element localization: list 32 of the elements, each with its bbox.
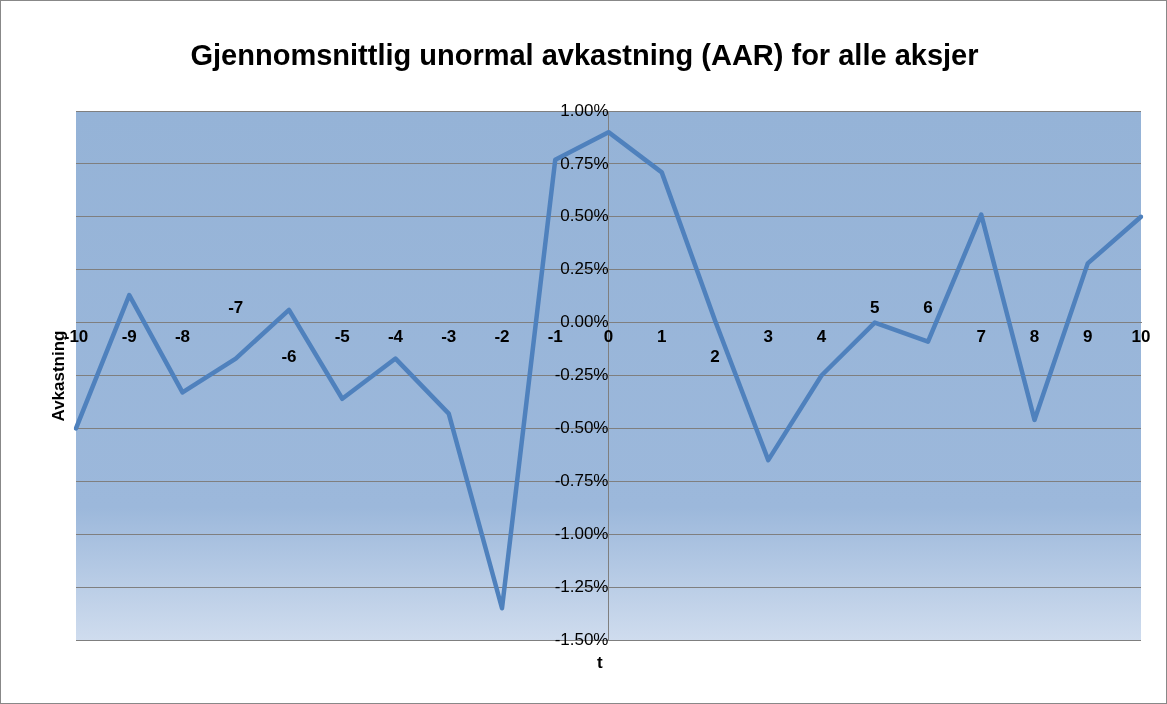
x-tick-label: -4 xyxy=(387,326,404,346)
x-tick-label: 7 xyxy=(976,326,986,346)
x-tick-label: 3 xyxy=(763,326,773,346)
x-tick-label: -7 xyxy=(228,297,244,317)
y-tick-label: -1.00% xyxy=(554,523,609,543)
x-tick-label: -1 xyxy=(547,326,563,346)
y-tick-label: -0.25% xyxy=(554,365,609,385)
x-tick-label: 5 xyxy=(870,297,880,317)
x-tick-label: -6 xyxy=(281,346,297,366)
y-tick-label: 1.00% xyxy=(560,100,609,120)
x-tick-label: 1 xyxy=(657,326,667,346)
y-tick-label: -1.50% xyxy=(554,629,609,649)
x-tick-label: 0 xyxy=(603,326,614,346)
x-tick-label: 6 xyxy=(923,297,933,317)
y-tick-label: 0.50% xyxy=(560,206,609,226)
x-tick-label: 2 xyxy=(710,346,720,366)
x-tick-label: 8 xyxy=(1029,326,1040,346)
y-tick-label: 0.75% xyxy=(560,153,609,173)
x-tick-label: -9 xyxy=(121,326,137,346)
y-tick-label: -0.75% xyxy=(554,470,609,490)
x-tick-label: 4 xyxy=(816,326,827,346)
x-axis-title: t xyxy=(597,653,603,673)
y-tick-label: -1.25% xyxy=(554,576,609,596)
x-tick-label: 10 xyxy=(1131,326,1151,346)
x-tick-label: -5 xyxy=(334,326,350,346)
x-tick-label: -3 xyxy=(441,326,457,346)
x-tick-label: 9 xyxy=(1083,326,1093,346)
y-tick-label: -0.50% xyxy=(554,418,609,438)
chart-title: Gjennomsnittlig unormal avkastning (AAR) for alle aksjer xyxy=(189,39,980,72)
x-tick-label: -8 xyxy=(174,326,191,346)
x-tick-label: -2 xyxy=(494,326,510,346)
y-tick-label: 0.25% xyxy=(560,259,609,279)
